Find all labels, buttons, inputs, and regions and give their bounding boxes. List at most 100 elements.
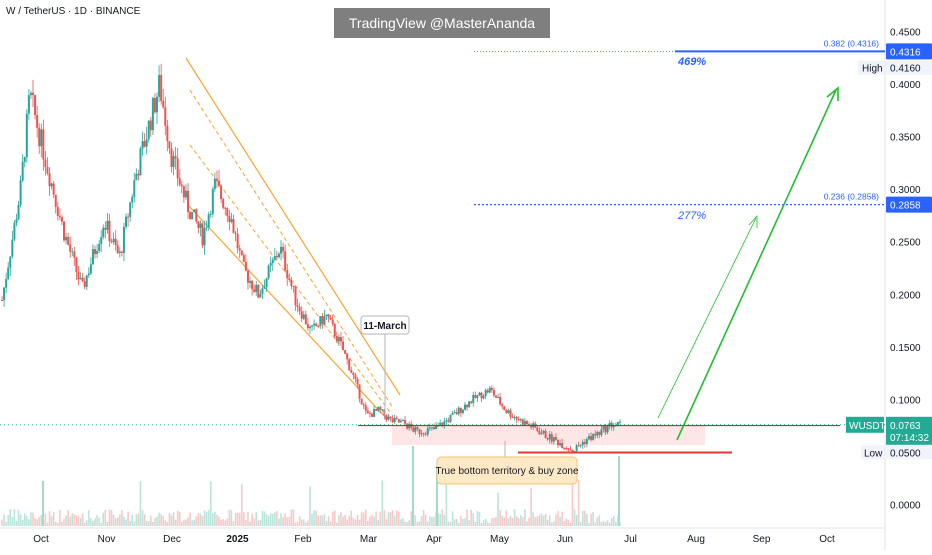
volume-bar [36,519,38,526]
candle-body [255,284,258,292]
volume-bar [592,511,594,526]
volume-bar [59,509,61,526]
candle-body [461,409,464,413]
candle-body [408,423,411,429]
candle-body [519,419,522,421]
candle-body [466,404,469,408]
candle-body [251,280,254,290]
volume-bar [181,521,183,526]
candle-body [331,319,334,324]
candle-body [244,261,247,271]
volume-bar [590,513,592,526]
candle-body [418,429,421,434]
volume-bar [13,509,16,526]
volume-bar [288,516,291,526]
volume-bar [127,511,129,526]
volume-bar [615,521,617,526]
candle-body [426,428,429,435]
candle-body [137,173,140,176]
candle-body [587,436,590,440]
candle-body [393,417,396,423]
candle-body [302,314,305,319]
candle-body [569,449,572,451]
candle-body [156,96,159,113]
candle-body [602,426,605,430]
candle-body [180,184,183,187]
target-label: 469% [677,56,706,68]
candle-body [480,392,483,399]
volume-bar [569,522,572,526]
candle-body [94,249,97,254]
volume-bar [276,510,278,526]
candle-body [430,427,433,429]
volume-bar [129,520,131,526]
volume-bar [542,515,545,526]
volume-bar [298,516,301,526]
volume-bar [243,511,245,526]
volume-bar [441,509,444,526]
high-price-label: 0.4160 [890,64,921,75]
candle-body [197,221,200,228]
volume-bar [168,512,171,526]
volume-bar [261,510,264,526]
candle-body [552,437,555,442]
volume-bar [588,522,590,526]
symbol-title: W / TetherUS · 1D · BINANCE [6,6,141,17]
volume-bar [522,517,524,526]
candle-body [187,190,190,213]
candle-body [257,284,260,298]
volume-bar [65,515,67,526]
candle-body [554,437,557,440]
candle-body [67,236,70,245]
volume-bar [495,516,497,526]
volume-bar [323,514,326,526]
volume-bar [187,517,189,526]
candle-body [282,246,285,252]
candle-body [44,159,47,168]
candle-body [209,213,212,215]
candle-body [25,113,28,158]
volume-bar [538,514,541,526]
candle-body [354,375,357,379]
candle-body [356,378,359,385]
volume-bar [503,517,506,526]
volume-bar [612,516,615,526]
candle-body [327,314,330,318]
candle-body [507,410,510,413]
candle-body [579,445,582,447]
volume-bar [28,519,30,526]
candle-body [160,75,163,102]
candle-body [215,178,218,181]
volume-bar [284,513,286,526]
volume-bar [253,518,255,526]
volume-bar [553,521,555,526]
target-arrow-secondary-head [748,214,758,228]
volume-bar [571,482,574,526]
volume-bar [387,512,390,526]
volume-bar [443,514,446,526]
volume-bar [54,521,57,526]
volume-bar [606,520,609,526]
volume-bar [170,515,173,526]
volume-bar [48,511,51,526]
volume-bar [586,513,588,526]
volume-bar [532,512,534,526]
volume-bar [90,518,92,526]
candle-body [116,245,119,254]
target-arrow-main-head [826,86,839,101]
candle-body [525,421,528,425]
volume-bar [455,519,458,526]
volume-bar [121,510,123,526]
volume-bar [85,520,88,526]
candle-body [7,267,10,279]
candle-body [484,390,487,397]
volume-bar [9,509,12,526]
candle-body [48,173,51,187]
candle-body [265,278,268,288]
volume-bar [34,517,36,526]
volume-bar [11,517,14,526]
candle-body [153,97,156,113]
volume-bar [207,510,210,526]
